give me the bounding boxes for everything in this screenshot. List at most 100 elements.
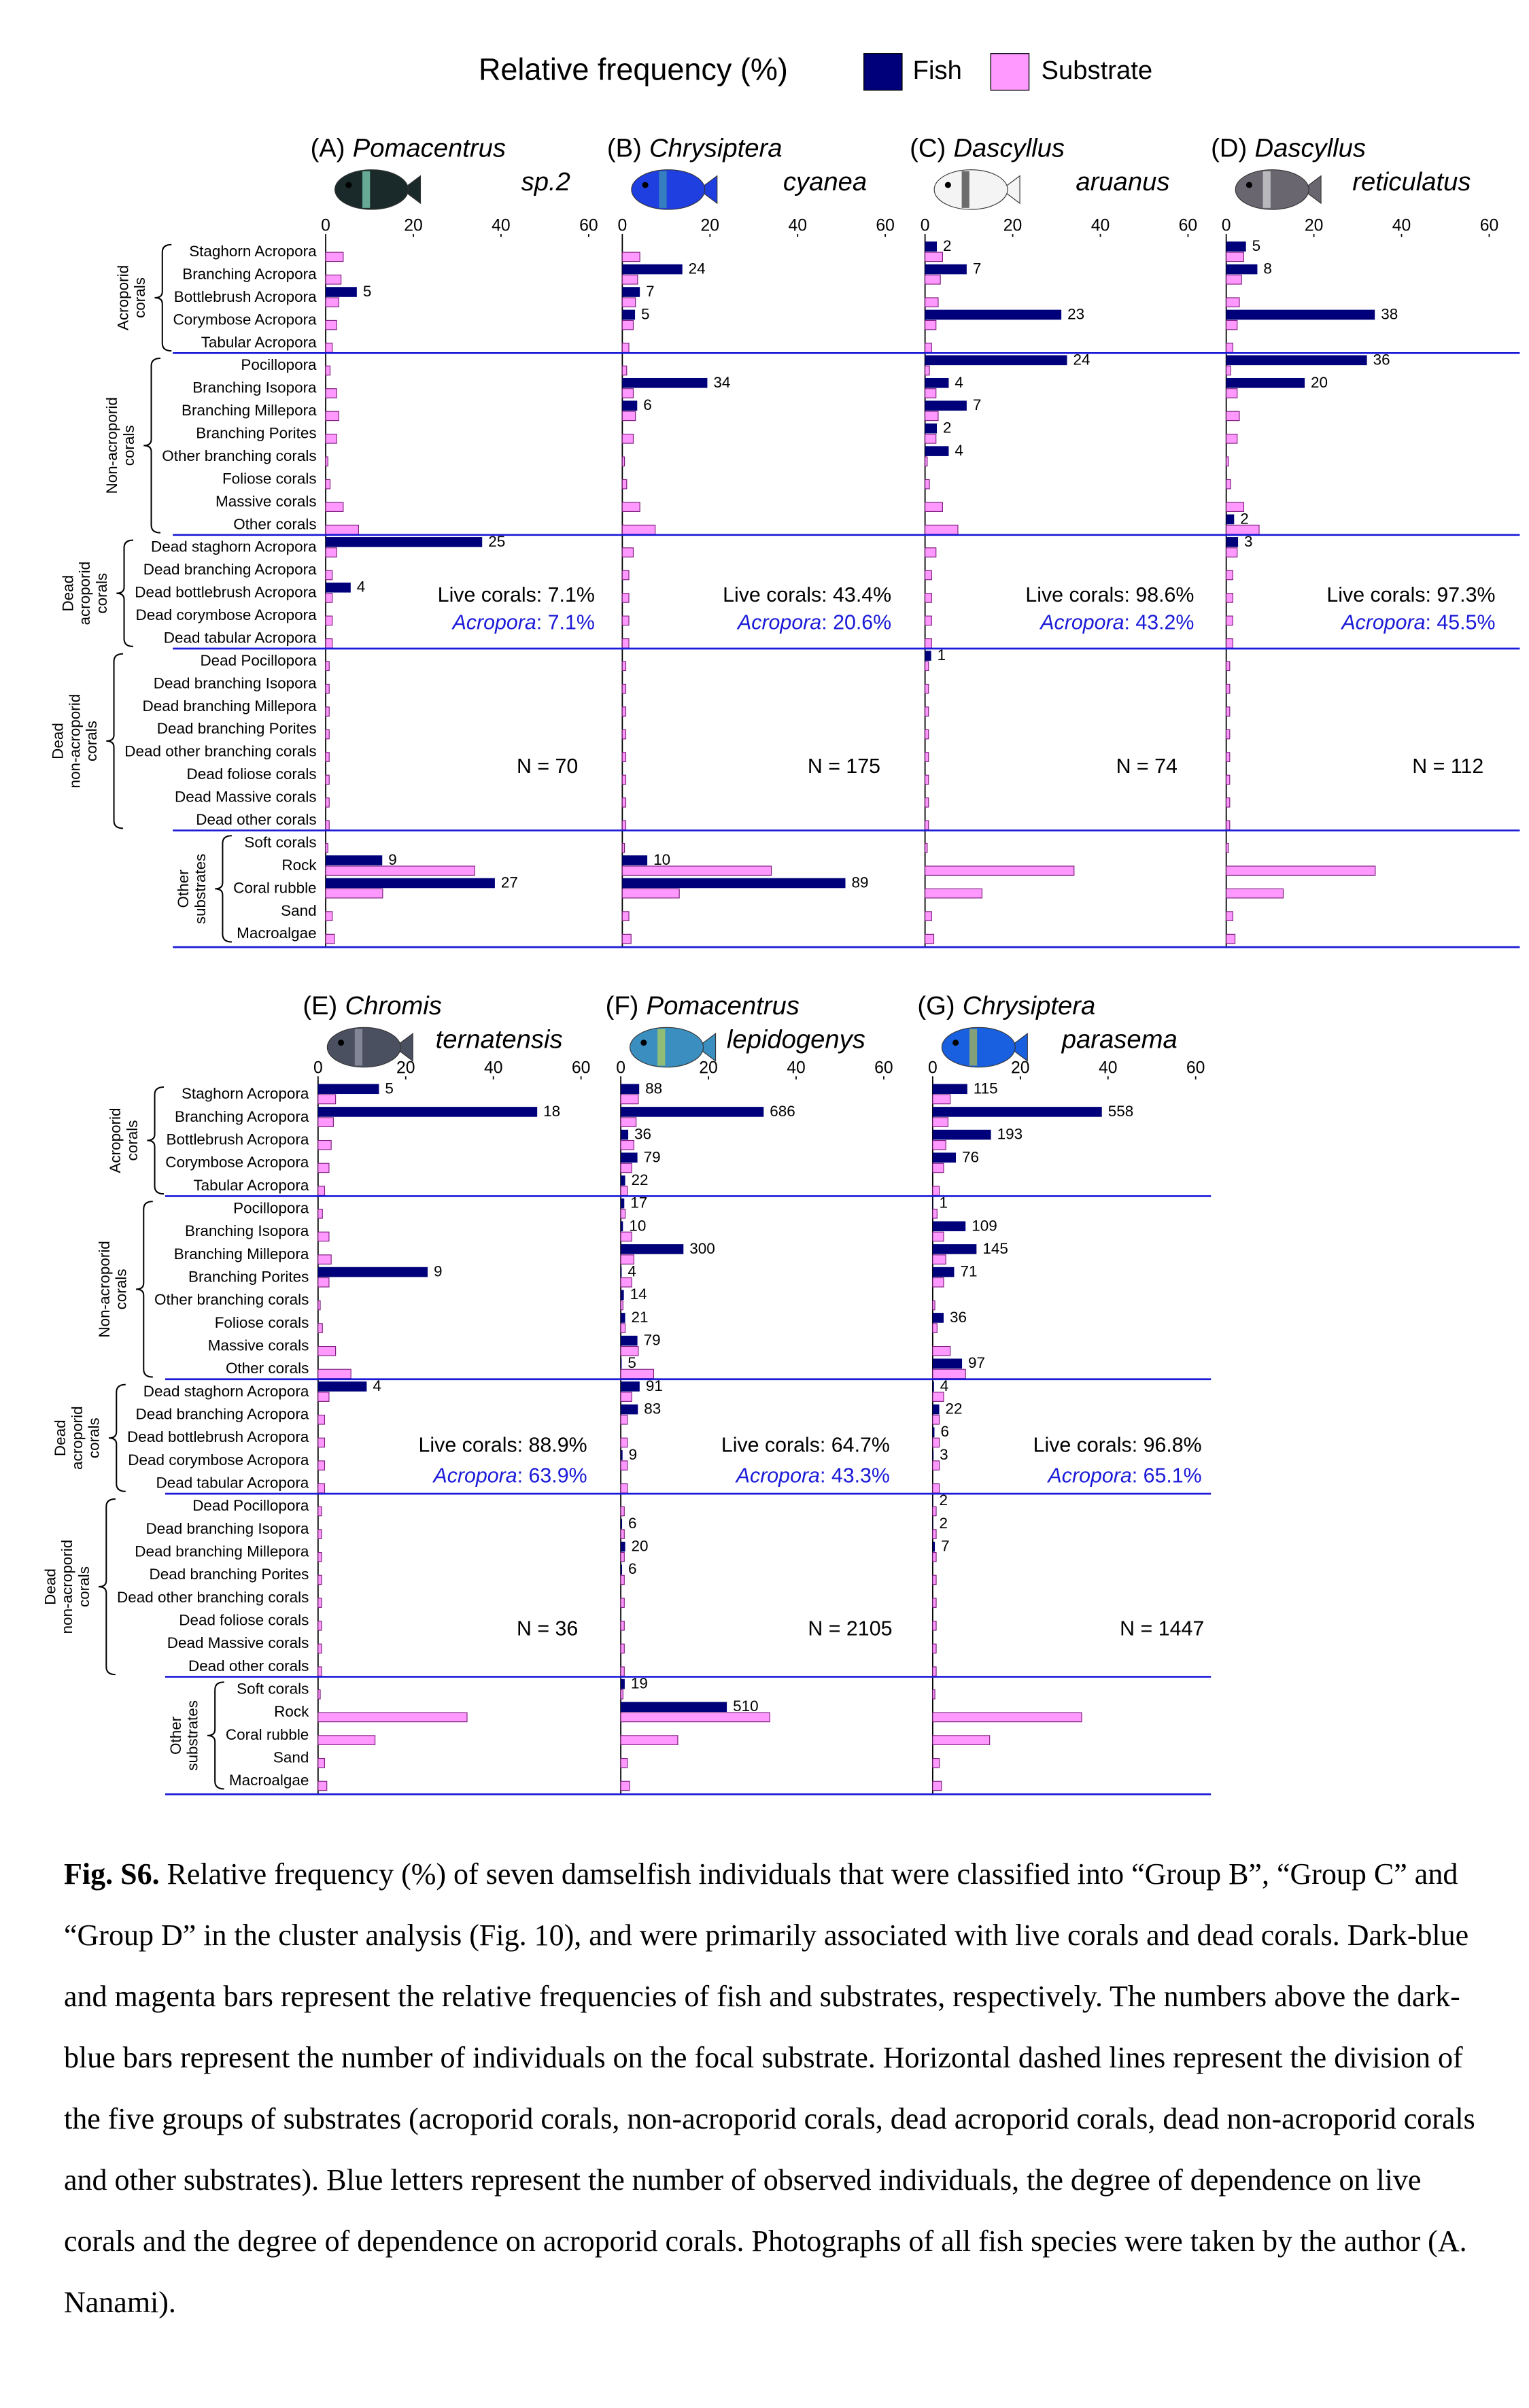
x-tick-label: 20: [1305, 216, 1324, 235]
fish-bar: [621, 1519, 623, 1529]
x-tick-label: 40: [787, 1059, 806, 1078]
fish-photo: [334, 169, 409, 210]
substrate-bar: [932, 1345, 951, 1356]
category-label: Branching Isopora: [185, 1222, 309, 1239]
fish-photo: [642, 182, 649, 188]
substrate-bar: [621, 434, 634, 444]
substrate-bar: [932, 1392, 944, 1402]
substrate-bar: [317, 1208, 323, 1219]
x-tick-label: 60: [876, 216, 895, 235]
substrate-bar: [925, 774, 929, 785]
count-label: 9: [388, 851, 396, 868]
substrate-bar: [925, 661, 929, 672]
count-label: 2: [943, 237, 952, 254]
category-label: Dead other branching corals: [117, 1589, 309, 1606]
category-label: Tabular Acropora: [201, 334, 317, 351]
substrate-bar: [621, 593, 630, 603]
substrate-bar: [621, 661, 627, 672]
substrate-bar: [1226, 365, 1231, 376]
acropora-name: Acropora: [735, 1464, 820, 1487]
count-label: 6: [628, 1560, 637, 1577]
substrate-bar: [1226, 820, 1231, 831]
substrate-bar: [621, 320, 634, 330]
legend-title: Relative frequency (%): [479, 52, 788, 87]
substrate-bar: [925, 502, 943, 512]
x-tick-label: 0: [617, 216, 627, 235]
count-label: 36: [634, 1126, 651, 1143]
substrate-bar: [325, 683, 330, 694]
substrate-bar: [317, 1575, 322, 1585]
panel-genus: Chrysiptera: [649, 133, 782, 162]
substrate-bar: [317, 1163, 330, 1173]
fish-bar: [1226, 309, 1375, 320]
group-label: Dead: [59, 575, 76, 612]
fish-photo: [326, 1027, 401, 1068]
substrate-bar: [932, 1689, 935, 1700]
category-label: Dead branching Millepora: [143, 698, 317, 715]
substrate-bar: [1226, 388, 1238, 398]
substrate-bar: [621, 706, 627, 717]
count-label: 20: [1311, 374, 1328, 391]
fish-bar: [925, 400, 967, 411]
substrate-bar: [325, 547, 337, 557]
substrate-bar: [932, 1529, 937, 1539]
count-label: 88: [645, 1080, 662, 1097]
substrate-bar: [621, 547, 634, 557]
substrate-bar: [932, 1369, 966, 1379]
category-label: Dead branching Porites: [150, 1566, 309, 1583]
fish-photo: [969, 1029, 978, 1066]
acropora-value: : 43.3%: [820, 1464, 890, 1487]
fish-bar: [621, 1290, 624, 1301]
group-brace: [99, 1498, 116, 1676]
substrate-bar: [621, 570, 630, 581]
x-tick-label: 40: [788, 216, 807, 235]
substrate-bar: [925, 865, 1075, 876]
group-label: Acroporid: [114, 265, 131, 330]
category-label: Bottlebrush Acropora: [174, 288, 317, 305]
live-coral-note: Live corals: 97.3%: [1326, 584, 1495, 606]
group-brace: [108, 1383, 126, 1492]
substrate-bar: [925, 388, 937, 398]
group-label: corals: [124, 1120, 141, 1161]
x-tick-label: 0: [313, 1059, 323, 1078]
fish-bar: [326, 537, 483, 547]
panel-genus: Dascyllus: [1254, 133, 1366, 162]
group-label: corals: [93, 573, 110, 614]
substrate-bar: [620, 1392, 632, 1402]
fish-bar: [621, 1702, 727, 1713]
fish-bar: [621, 1381, 640, 1392]
count-label: 21: [632, 1309, 649, 1326]
fish-bar: [622, 855, 648, 865]
substrate-bar: [317, 1529, 322, 1539]
count-label: 36: [950, 1309, 967, 1326]
substrate-bar: [932, 1437, 940, 1448]
substrate-bar: [620, 1712, 770, 1723]
fish-photo: [698, 175, 718, 205]
fish-bar: [932, 1244, 977, 1254]
fish-bar: [1226, 377, 1305, 388]
category-label: Other branching corals: [154, 1291, 309, 1308]
x-tick-label: 0: [928, 1059, 938, 1078]
fish-bar: [621, 1221, 623, 1232]
substrate-bar: [317, 1392, 330, 1402]
substrate-bar: [620, 1117, 637, 1127]
substrate-bar: [925, 842, 928, 853]
substrate-bar: [317, 1712, 468, 1723]
fish-bar: [932, 1358, 963, 1369]
n-note: N = 74: [1116, 755, 1178, 778]
fish-bar: [317, 1107, 538, 1117]
substrate-bar: [1226, 547, 1238, 557]
category-label: Sand: [281, 902, 316, 919]
fish-bar: [925, 264, 967, 275]
n-note: N = 175: [808, 755, 880, 778]
group-label: acroporid: [69, 1406, 86, 1470]
category-label: Foliose corals: [215, 1314, 309, 1331]
substrate-bar: [925, 570, 932, 581]
fish-bar: [1226, 537, 1239, 547]
category-label: Dead branching Isopora: [154, 674, 317, 691]
substrate-bar: [925, 593, 932, 603]
substrate-bar: [932, 1300, 935, 1311]
count-label: 97: [968, 1354, 985, 1371]
substrate-bar: [925, 297, 939, 308]
